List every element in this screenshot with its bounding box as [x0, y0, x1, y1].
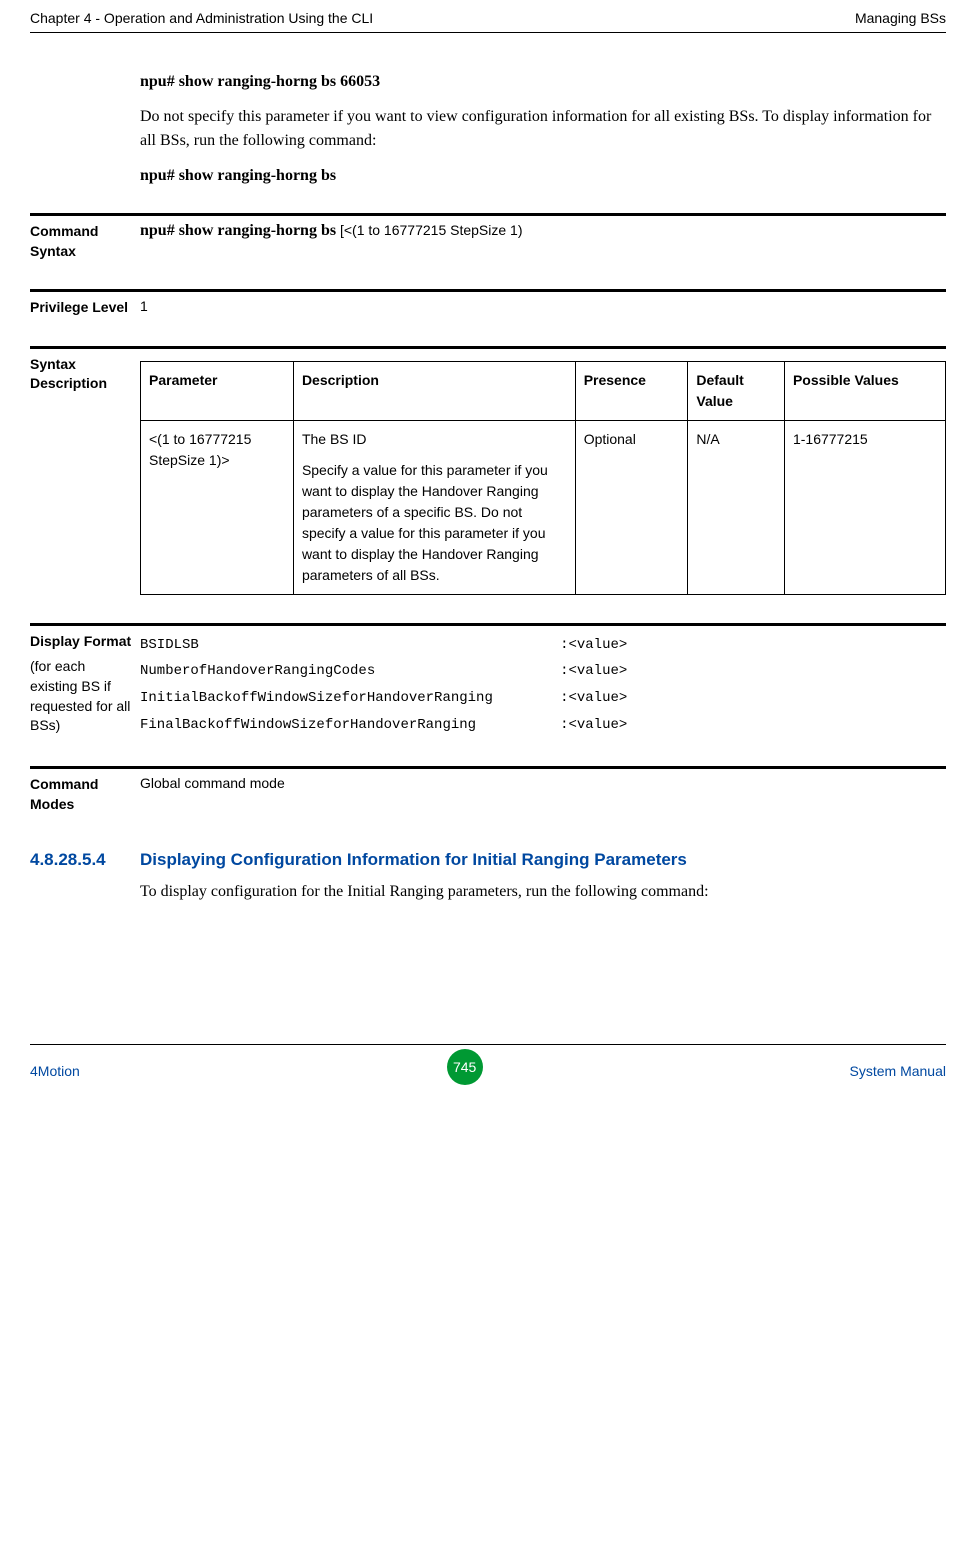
example-command-2: npu# show ranging-horng bs: [140, 167, 946, 185]
syntax-description-label: Syntax Description: [30, 355, 140, 595]
desc-line1: The BS ID: [302, 429, 567, 450]
cell-default: N/A: [688, 420, 785, 594]
display-format-label: Display Format: [30, 632, 132, 652]
page-footer: 4Motion 745 System Manual: [30, 1044, 946, 1089]
cell-presence: Optional: [575, 420, 688, 594]
syntax-description-section: Syntax Description Parameter Description…: [30, 346, 946, 595]
display-format-line-1: NumberofHandoverRangingCodes :<value>: [140, 658, 946, 685]
intro-paragraph: Do not specify this parameter if you wan…: [140, 105, 946, 153]
display-format-line-2: InitialBackoffWindowSizeforHandoverRangi…: [140, 685, 946, 712]
page-header: Chapter 4 - Operation and Administration…: [30, 10, 946, 33]
col-default-value: Default Value: [688, 361, 785, 420]
example-command-1: npu# show ranging-horng bs 66053: [140, 73, 946, 91]
command-syntax-label: Command Syntax: [30, 222, 140, 261]
display-format-line-0: BSIDLSB :<value>: [140, 632, 946, 659]
command-syntax-body: npu# show ranging-horng bs [<(1 to 16777…: [140, 222, 946, 261]
cell-possible: 1-16777215: [784, 420, 945, 594]
display-format-section: Display Format (for each existing BS if …: [30, 623, 946, 738]
header-right: Managing BSs: [855, 10, 946, 26]
command-syntax-bold: npu# show ranging-horng bs: [140, 222, 336, 239]
display-format-line-3: FinalBackoffWindowSizeforHandoverRanging…: [140, 712, 946, 739]
display-format-label-col: Display Format (for each existing BS if …: [30, 632, 140, 738]
subheading-number: 4.8.28.5.4: [30, 850, 140, 870]
table-row: <(1 to 16777215 StepSize 1)> The BS ID S…: [141, 420, 946, 594]
display-format-sublabel: (for each existing BS if requested for a…: [30, 657, 132, 735]
privilege-level-section: Privilege Level 1: [30, 289, 946, 318]
syntax-description-table: Parameter Description Presence Default V…: [140, 361, 946, 595]
footer-left: 4Motion: [30, 1063, 80, 1079]
privilege-level-label: Privilege Level: [30, 298, 140, 318]
command-syntax-rest: [<(1 to 16777215 StepSize 1): [336, 222, 522, 238]
subheading-title: Displaying Configuration Information for…: [140, 850, 687, 870]
col-presence: Presence: [575, 361, 688, 420]
table-header-row: Parameter Description Presence Default V…: [141, 361, 946, 420]
header-left: Chapter 4 - Operation and Administration…: [30, 10, 373, 26]
col-parameter: Parameter: [141, 361, 294, 420]
cell-description: The BS ID Specify a value for this param…: [293, 420, 575, 594]
footer-right: System Manual: [850, 1063, 946, 1079]
command-modes-label: Command Modes: [30, 775, 140, 814]
footer-page-number: 745: [447, 1049, 483, 1085]
cell-parameter: <(1 to 16777215 StepSize 1)>: [141, 420, 294, 594]
command-modes-value: Global command mode: [140, 775, 946, 814]
command-modes-section: Command Modes Global command mode: [30, 766, 946, 814]
desc-rest: Specify a value for this parameter if yo…: [302, 460, 567, 586]
subheading-row: 4.8.28.5.4 Displaying Configuration Info…: [30, 850, 946, 870]
subheading-body: To display configuration for the Initial…: [140, 880, 946, 904]
privilege-level-value: 1: [140, 298, 946, 318]
col-possible-values: Possible Values: [784, 361, 945, 420]
col-description: Description: [293, 361, 575, 420]
command-syntax-section: Command Syntax npu# show ranging-horng b…: [30, 213, 946, 261]
